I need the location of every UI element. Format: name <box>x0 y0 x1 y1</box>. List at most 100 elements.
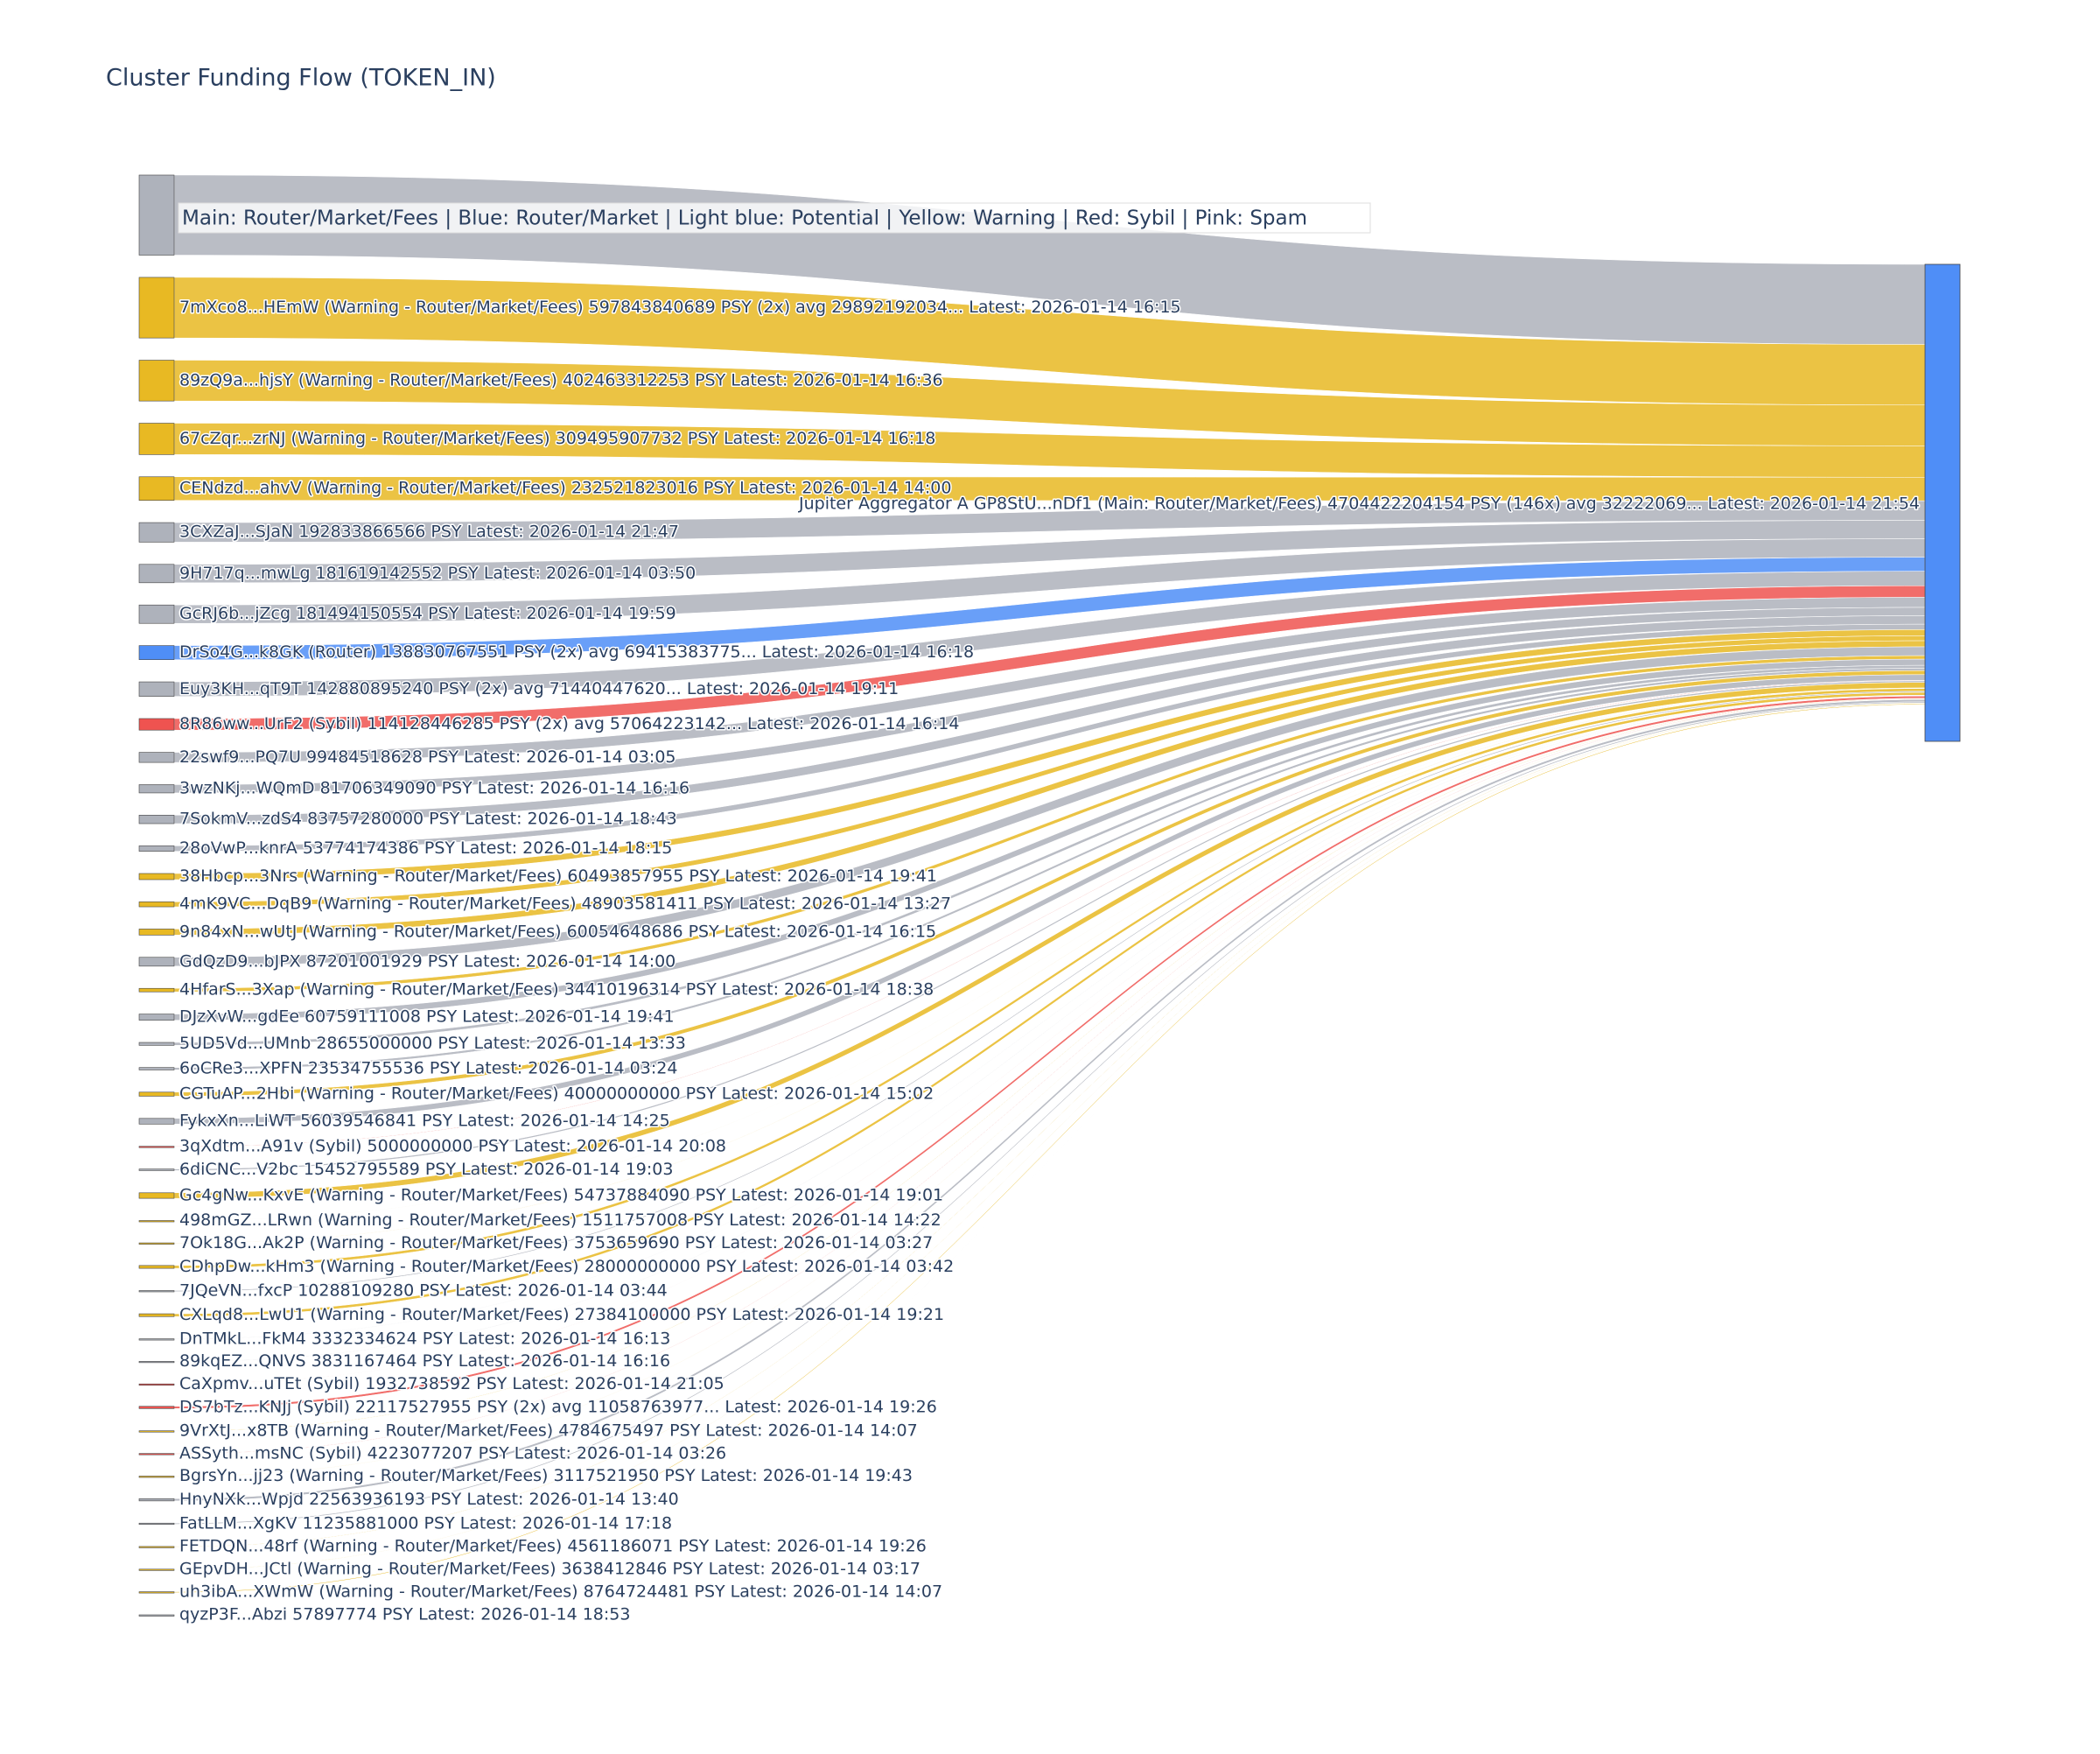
node-label: Gc4gNw...KxvE (Warning - Router/Market/F… <box>179 1185 943 1204</box>
node-label: 3qXdtm...A91v (Sybil) 5000000000 PSY Lat… <box>179 1136 726 1155</box>
source-node <box>138 604 175 624</box>
node-label: CDhpDw...kHm3 (Warning - Router/Market/F… <box>179 1257 954 1276</box>
node-label: 7Ok18G...Ak2P (Warning - Router/Market/F… <box>179 1233 933 1252</box>
node-label: ASSyth...msNC (Sybil) 4223077207 PSY Lat… <box>179 1443 726 1463</box>
node-label: DnTMkL...FkM4 3332334624 PSY Latest: 202… <box>179 1329 670 1348</box>
source-node <box>138 929 175 936</box>
source-node <box>138 277 175 339</box>
labels: 7mXco8...HEmW (Warning - Router/Market/F… <box>178 297 1922 1625</box>
source-node <box>138 1522 175 1526</box>
source-node <box>138 1042 175 1046</box>
node-label: GEpvDH...JCtl (Warning - Router/Market/F… <box>179 1560 920 1579</box>
source-node <box>138 718 175 731</box>
node-label: HnyNXk...Wpjd 22563936193 PSY Latest: 20… <box>179 1490 679 1509</box>
node-label: FykxXn...LiWT 56039546841 PSY Latest: 20… <box>179 1112 670 1131</box>
source-node <box>138 1361 175 1364</box>
node-label: 6oCRe3...XPFN 23534755536 PSY Latest: 20… <box>179 1059 677 1078</box>
source-node <box>138 564 175 584</box>
annotation: Main: Router/Market/Fees | Blue: Router/… <box>182 207 1307 230</box>
node-label: 4HfarS...3Xap (Warning - Router/Market/F… <box>179 980 934 1000</box>
source-node <box>138 1546 175 1548</box>
source-node <box>138 174 175 256</box>
source-node <box>138 1014 175 1021</box>
node-label: 67cZqr...zrNJ (Warning - Router/Market/F… <box>179 429 935 448</box>
source-node <box>138 1118 175 1125</box>
node-label: 7JQeVN...fxcP 10288109280 PSY Latest: 20… <box>179 1281 668 1301</box>
node-label: Euy3KH...qT9T 142880895240 PSY (2x) avg … <box>179 679 899 698</box>
source-node <box>138 1313 175 1317</box>
source-node <box>138 1290 175 1293</box>
node-label: BgrsYn...jj23 (Warning - Router/Market/F… <box>179 1466 913 1485</box>
node-label: 3wzNKj...WQmD 81706349090 PSY Latest: 20… <box>179 779 690 798</box>
source-node <box>138 522 175 543</box>
source-node <box>138 873 175 881</box>
source-node <box>138 1430 175 1433</box>
node-label: FatLLM...XgKV 11235881000 PSY Latest: 20… <box>179 1513 672 1533</box>
node-label: 4mK9VC...DqB9 (Warning - Router/Market/F… <box>179 895 951 914</box>
node-label: 38Hbcp...3Nrs (Warning - Router/Market/F… <box>179 866 937 886</box>
annotation-box <box>178 202 1371 234</box>
source-node <box>138 1192 175 1199</box>
source-node <box>138 645 175 660</box>
source-node <box>138 1614 175 1617</box>
node-label: 8R86ww...UrF2 (Sybil) 114128446285 PSY (… <box>179 714 959 733</box>
node-label: 5UD5Vd...UMnb 28655000000 PSY Latest: 20… <box>179 1034 686 1053</box>
source-node <box>138 1091 175 1097</box>
node-label: 9VrXtJ...x8TB (Warning - Router/Market/F… <box>179 1421 918 1440</box>
source-node <box>138 1265 175 1269</box>
source-node <box>138 423 175 455</box>
source-node <box>138 752 175 763</box>
node-label: uh3ibA...XWmW (Warning - Router/Market/F… <box>179 1582 942 1602</box>
source-node <box>138 1242 175 1245</box>
source-node <box>138 360 175 402</box>
node-label: 7SokmV...zdS4 83757280000 PSY Latest: 20… <box>179 810 677 829</box>
source-node <box>138 1568 175 1571</box>
node-label: 7mXco8...HEmW (Warning - Router/Market/F… <box>179 298 1181 317</box>
target-label: Jupiter Aggregator A GP8StU...nDf1 (Main… <box>798 495 1920 514</box>
source-node <box>138 845 175 852</box>
source-node <box>138 1168 175 1171</box>
node-label: DrSo4G...k8GK (Router) 138830767551 PSY … <box>179 642 974 662</box>
source-node <box>138 1220 175 1223</box>
node-label: 498mGZ...LRwn (Warning - Router/Market/F… <box>179 1210 942 1230</box>
source-node <box>138 987 175 993</box>
node-label: GcRJ6b...jZcg 181494150554 PSY Latest: 2… <box>179 604 676 623</box>
node-label: CaXpmv...uTEt (Sybil) 1932738592 PSY Lat… <box>179 1374 724 1393</box>
node-label: DS7bTz...KNJj (Sybil) 22117527955 PSY (2… <box>179 1398 937 1417</box>
source-node <box>138 1498 175 1502</box>
source-node <box>138 476 175 501</box>
node-label: 9H717q...mwLg 181619142552 PSY Latest: 2… <box>179 564 696 583</box>
source-node <box>138 784 175 794</box>
node-label: 9n84xN...wUtJ (Warning - Router/Market/F… <box>179 922 936 941</box>
node-label: FETDQN...48rf (Warning - Router/Market/F… <box>179 1537 927 1556</box>
source-node <box>138 1591 175 1594</box>
node-label: 89kqEZ...QNVS 3831167464 PSY Latest: 202… <box>179 1351 670 1371</box>
node-label: 28oVwP...knrA 53774174386 PSY Latest: 20… <box>179 838 672 858</box>
node-label: DJzXvW...gdEe 60759111008 PSY Latest: 20… <box>179 1007 675 1027</box>
target-node <box>1924 263 1961 742</box>
node-label: 6diCNC...V2bc 15452795589 PSY Latest: 20… <box>179 1160 673 1179</box>
source-node <box>138 1338 175 1341</box>
node-label: 22swf9...PQ7U 99484518628 PSY Latest: 20… <box>179 747 676 767</box>
nodes <box>138 174 1961 1617</box>
node-label: CGTuAP...2Hbi (Warning - Router/Market/F… <box>179 1084 934 1104</box>
source-node <box>138 1383 175 1386</box>
source-node <box>138 902 175 908</box>
source-node <box>138 1067 175 1070</box>
node-label: GdQzD9...bJPX 87201001929 PSY Latest: 20… <box>179 951 676 971</box>
source-node <box>138 1453 175 1456</box>
source-node <box>138 1146 175 1148</box>
source-node <box>138 681 175 697</box>
node-label: 3CXZaJ...SJaN 192833866566 PSY Latest: 2… <box>179 523 679 542</box>
links <box>173 174 1926 1616</box>
node-label: CXLqd8...LwU1 (Warning - Router/Market/F… <box>179 1305 944 1324</box>
source-node <box>138 1476 175 1478</box>
node-label: qyzP3F...Abzi 57897774 PSY Latest: 2026-… <box>179 1604 630 1624</box>
source-node <box>138 957 175 967</box>
chart-title: Cluster Funding Flow (TOKEN_IN) <box>106 65 496 92</box>
node-label: CENdzd...ahvV (Warning - Router/Market/F… <box>179 479 951 498</box>
source-node <box>138 815 175 824</box>
source-node <box>138 1406 175 1409</box>
